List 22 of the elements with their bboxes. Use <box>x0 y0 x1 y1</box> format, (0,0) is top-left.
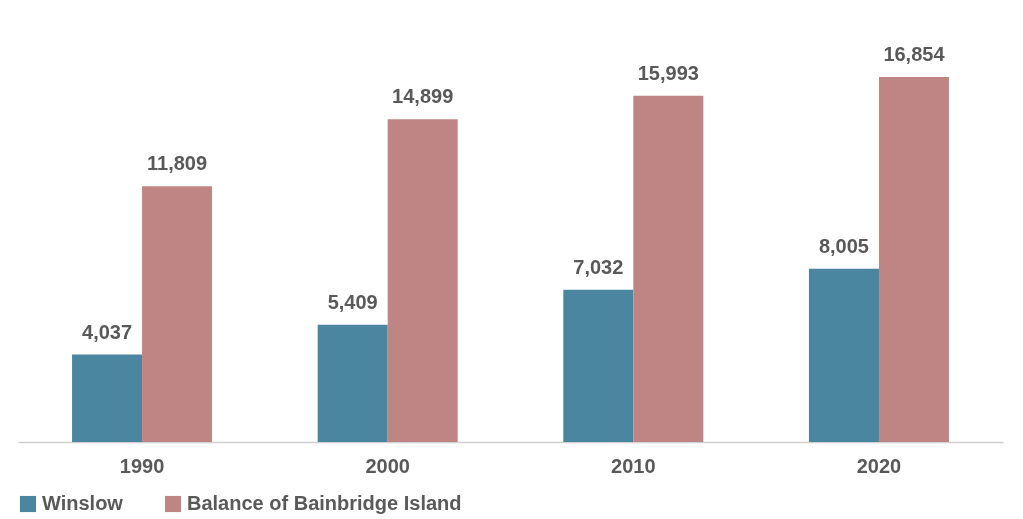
bar <box>563 289 634 442</box>
bar <box>633 95 704 442</box>
x-tick-label: 2000 <box>365 454 410 477</box>
data-label: 5,409 <box>327 290 378 313</box>
data-label: 7,032 <box>573 255 624 278</box>
data-label: 15,993 <box>637 61 699 84</box>
data-label: 16,854 <box>883 43 946 65</box>
x-tick-label: 1990 <box>119 454 165 477</box>
legend-label: Balance of Bainbridge Island <box>187 492 462 514</box>
bar <box>142 186 213 442</box>
x-tick-label: 2020 <box>856 454 902 477</box>
data-label: 11,809 <box>147 152 208 175</box>
bar <box>72 354 143 442</box>
data-label: 4,037 <box>82 320 133 343</box>
bar <box>317 324 388 442</box>
data-label: 14,899 <box>392 85 454 108</box>
legend-label: Winslow <box>42 492 124 514</box>
bar <box>808 268 879 442</box>
bar <box>387 119 458 442</box>
x-tick-label: 2010 <box>611 454 656 477</box>
bar <box>878 77 949 442</box>
data-label: 8,005 <box>818 234 869 257</box>
